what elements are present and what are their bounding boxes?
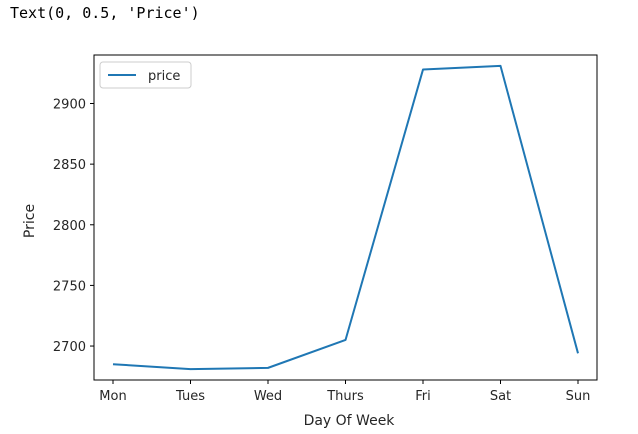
legend-box [99, 61, 192, 89]
x-tick-label: Fri [415, 389, 431, 404]
legend-label: price [148, 69, 180, 84]
y-tick-label: 2800 [53, 219, 86, 234]
x-tick-label: Sat [490, 389, 511, 404]
y-axis-label: Price [22, 204, 38, 238]
y-tick-label: 2850 [53, 158, 86, 173]
y-tick-label: 2750 [53, 279, 86, 294]
output-text: Text(0, 0.5, 'Price') [10, 4, 200, 22]
x-tick-label: Mon [99, 389, 126, 404]
x-tick-label: Sun [566, 389, 591, 404]
y-axis: 2700 2750 2800 2850 2900 [53, 98, 94, 355]
y-tick-label: 2900 [53, 98, 86, 113]
legend: price [99, 61, 192, 89]
x-axis: Mon Tues Wed Thurs Fri Sat Sun [99, 380, 590, 404]
x-tick-label: Wed [254, 389, 282, 404]
y-tick-label: 2700 [53, 340, 86, 355]
series-layer [112, 64, 579, 371]
x-tick-label: Thurs [326, 389, 364, 404]
x-axis-label: Day Of Week [304, 413, 396, 429]
series-line-price [112, 64, 579, 371]
plot-frame [93, 54, 598, 381]
x-tick-label: Tues [175, 389, 205, 404]
